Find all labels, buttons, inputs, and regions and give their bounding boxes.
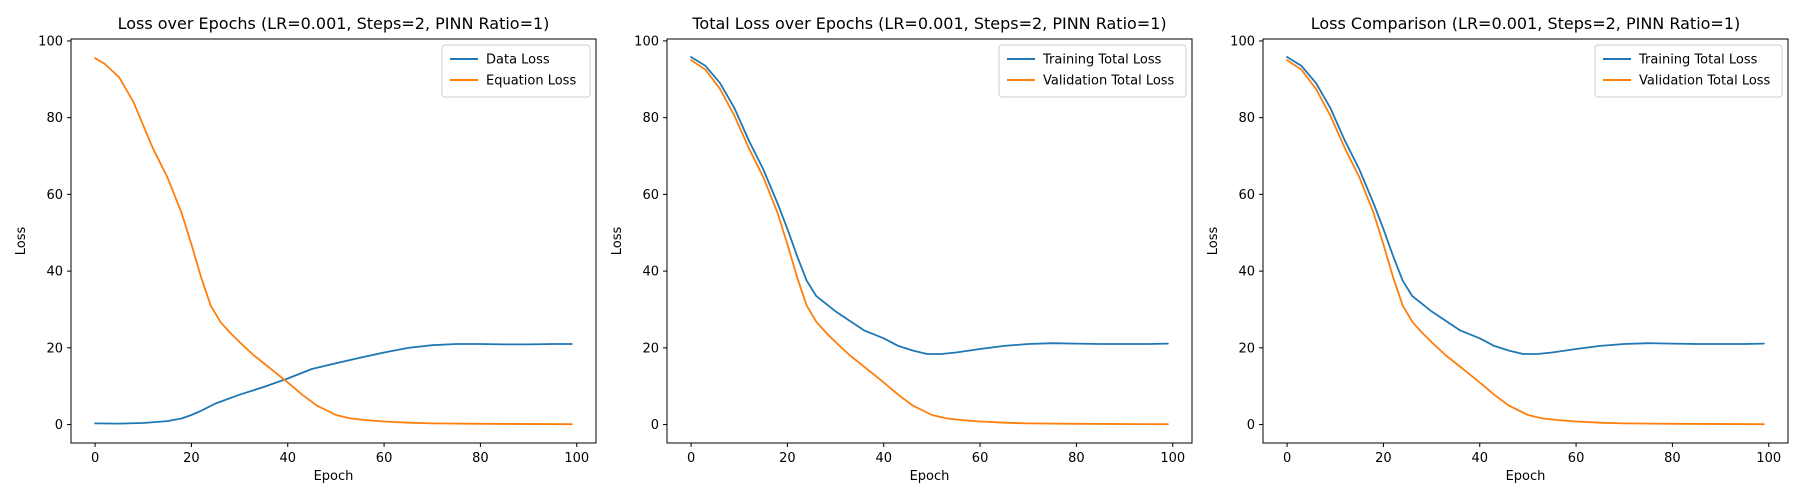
chart-title: Loss Comparison (LR=0.001, Steps=2, PINN…	[1311, 14, 1741, 33]
y-tick-label: 40	[46, 265, 63, 280]
series-line-2	[1286, 59, 1765, 426]
charts: Loss over Epochs (LR=0.001, Steps=2, PIN…	[14, 14, 1789, 484]
y-tick-label: 80	[1238, 111, 1255, 126]
axes-frame	[70, 38, 597, 444]
y-tick-label: 20	[1238, 341, 1255, 356]
legend-box	[441, 44, 591, 98]
y-tick-label: 100	[634, 34, 659, 49]
x-tick-label: 40	[1471, 451, 1488, 466]
legend: Training Total Loss Validation Total Loss	[1594, 44, 1783, 98]
series-line-1	[1286, 56, 1765, 355]
y-tick-label: 40	[1238, 265, 1255, 280]
x-tick-label: 80	[1664, 451, 1681, 466]
chart-2: Total Loss over Epochs (LR=0.001, Steps=…	[610, 14, 1193, 484]
x-tick-label: 60	[1568, 451, 1585, 466]
chart-title: Loss over Epochs (LR=0.001, Steps=2, PIN…	[118, 14, 550, 33]
axes-frame	[666, 38, 1193, 444]
chart-3: Loss Comparison (LR=0.001, Steps=2, PINN…	[1206, 14, 1789, 484]
y-tick-label: 60	[46, 188, 63, 203]
axes-frame	[1262, 38, 1789, 444]
y-tick-label: 100	[1230, 34, 1255, 49]
y-tick-label: 60	[1238, 188, 1255, 203]
x-tick-label: 20	[779, 451, 796, 466]
x-tick-label: 40	[875, 451, 892, 466]
chart-1: Loss over Epochs (LR=0.001, Steps=2, PIN…	[14, 14, 597, 484]
x-tick-label: 100	[1160, 451, 1185, 466]
x-tick-label: 20	[183, 451, 200, 466]
series-group	[690, 56, 1169, 426]
legend-label: Validation Total Loss	[1043, 74, 1175, 89]
legend-label: Validation Total Loss	[1639, 74, 1771, 89]
chart-title: Total Loss over Epochs (LR=0.001, Steps=…	[691, 14, 1166, 33]
x-tick-label: 0	[1283, 451, 1291, 466]
x-axis-label: Epoch	[1506, 469, 1546, 484]
y-axis-label: Loss	[1206, 227, 1221, 256]
x-tick-label: 20	[1375, 451, 1392, 466]
x-tick-label: 60	[376, 451, 393, 466]
y-axis-label: Loss	[610, 227, 625, 256]
x-tick-label: 40	[279, 451, 296, 466]
legend: Data Loss Equation Loss	[441, 44, 591, 98]
legend-label: Training Total Loss	[1042, 53, 1162, 68]
y-tick-label: 40	[642, 265, 659, 280]
legend-box	[1594, 44, 1783, 98]
series-line-1	[690, 56, 1169, 355]
x-tick-label: 0	[687, 451, 695, 466]
x-tick-label: 80	[1068, 451, 1085, 466]
series-group	[94, 57, 573, 426]
x-axis-label: Epoch	[910, 469, 950, 484]
series-line-2	[690, 59, 1169, 426]
y-tick-label: 80	[46, 111, 63, 126]
series-group	[1286, 56, 1765, 426]
legend-label: Training Total Loss	[1638, 53, 1758, 68]
x-tick-label: 100	[564, 451, 589, 466]
legend: Training Total Loss Validation Total Loss	[998, 44, 1187, 98]
y-axis-label: Loss	[14, 227, 29, 256]
legend-box	[998, 44, 1187, 98]
y-tick-label: 20	[46, 341, 63, 356]
legend-label: Data Loss	[486, 53, 550, 68]
y-tick-label: 20	[642, 341, 659, 356]
x-tick-label: 80	[472, 451, 489, 466]
legend-label: Equation Loss	[486, 74, 576, 89]
y-tick-label: 100	[38, 34, 63, 49]
series-line-2	[94, 57, 573, 426]
y-tick-label: 80	[642, 111, 659, 126]
y-tick-label: 60	[642, 188, 659, 203]
y-tick-label: 0	[55, 418, 63, 433]
x-tick-label: 0	[91, 451, 99, 466]
series-line-1	[94, 343, 573, 425]
y-tick-label: 0	[1247, 418, 1255, 433]
x-axis-label: Epoch	[314, 469, 354, 484]
x-tick-label: 100	[1756, 451, 1781, 466]
y-tick-label: 0	[651, 418, 659, 433]
x-tick-label: 60	[972, 451, 989, 466]
